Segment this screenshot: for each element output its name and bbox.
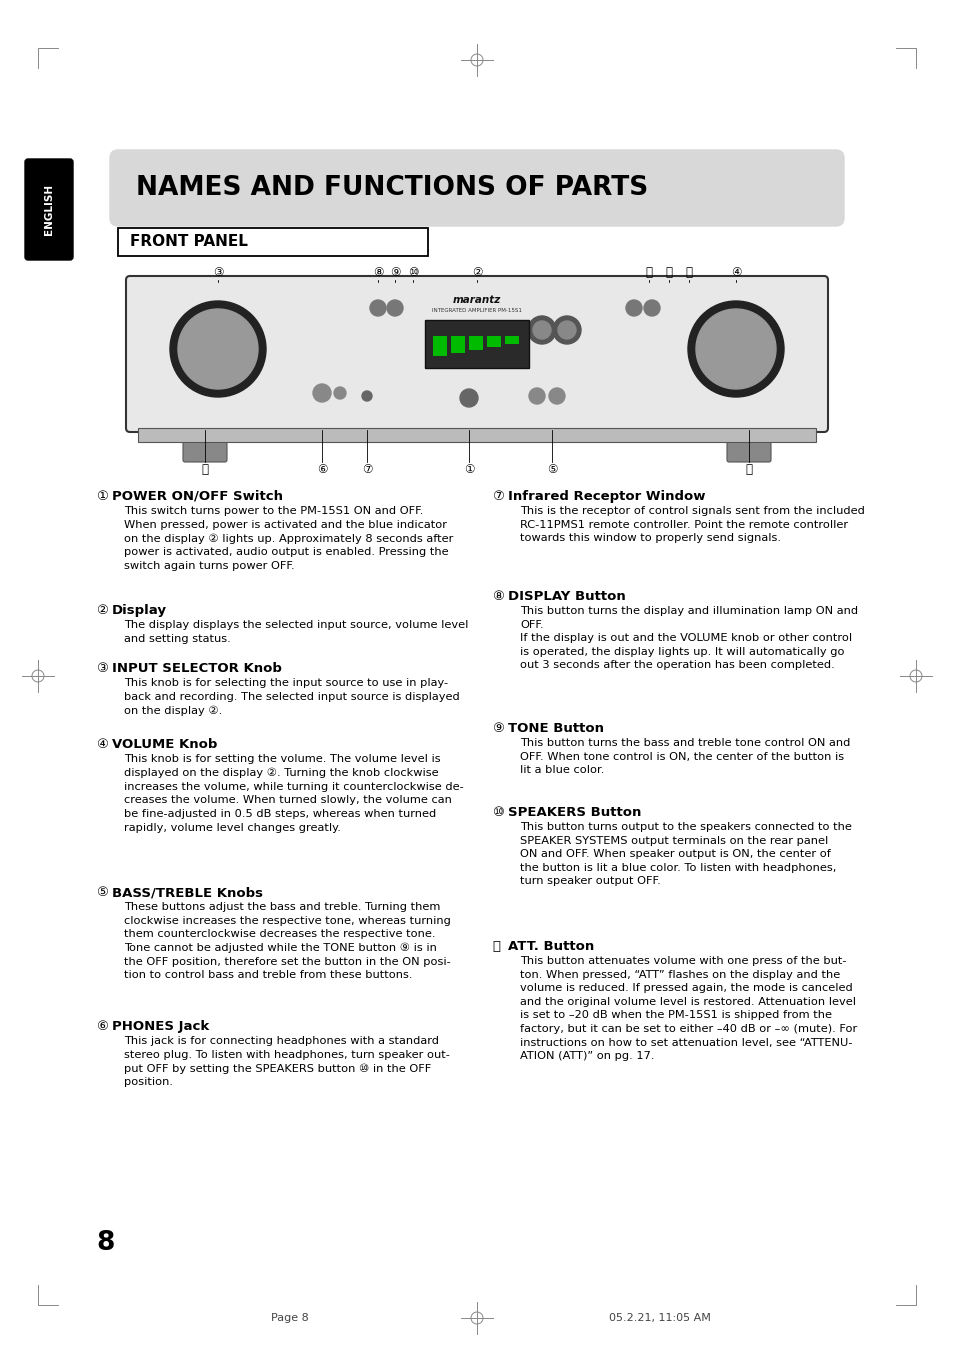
- Circle shape: [625, 300, 641, 317]
- Bar: [504, 336, 518, 344]
- Bar: [138, 428, 815, 442]
- Text: This button attenuates volume with one press of the but-
ton. When pressed, “ATT: This button attenuates volume with one p…: [519, 957, 857, 1061]
- Text: SPEAKERS Button: SPEAKERS Button: [507, 806, 640, 819]
- Circle shape: [210, 341, 226, 357]
- Text: ⑪: ⑪: [685, 265, 692, 279]
- Text: NAMES AND FUNCTIONS OF PARTS: NAMES AND FUNCTIONS OF PARTS: [136, 175, 648, 202]
- Text: INPUT SELECTOR Knob: INPUT SELECTOR Knob: [112, 662, 281, 675]
- Circle shape: [370, 300, 386, 317]
- Circle shape: [533, 321, 551, 340]
- Text: ⑦: ⑦: [361, 464, 372, 476]
- Circle shape: [334, 387, 346, 399]
- Bar: [433, 336, 447, 356]
- Circle shape: [170, 300, 266, 396]
- Circle shape: [190, 321, 246, 377]
- Text: Infrared Receptor Window: Infrared Receptor Window: [507, 490, 705, 503]
- Circle shape: [696, 308, 775, 390]
- Circle shape: [553, 317, 580, 344]
- FancyBboxPatch shape: [126, 276, 827, 432]
- Text: ⑧: ⑧: [492, 590, 503, 603]
- Text: ③: ③: [213, 265, 223, 279]
- Text: 05.2.21, 11:05 AM: 05.2.21, 11:05 AM: [608, 1312, 710, 1323]
- Text: POWER ON/OFF Switch: POWER ON/OFF Switch: [112, 490, 283, 503]
- Circle shape: [529, 388, 544, 405]
- Text: This knob is for setting the volume. The volume level is
displayed on the displa: This knob is for setting the volume. The…: [124, 754, 463, 832]
- Circle shape: [727, 341, 743, 357]
- Text: ⑩: ⑩: [492, 806, 503, 819]
- Text: BASS/TREBLE Knobs: BASS/TREBLE Knobs: [112, 886, 263, 898]
- Bar: [424, 321, 529, 368]
- Text: DISPLAY Button: DISPLAY Button: [507, 590, 625, 603]
- Circle shape: [459, 390, 477, 407]
- Text: ⑪: ⑪: [492, 940, 499, 953]
- Text: PHONES Jack: PHONES Jack: [112, 1020, 209, 1032]
- Text: ⑭: ⑭: [201, 464, 209, 476]
- Bar: [118, 229, 428, 256]
- Text: ⑨: ⑨: [390, 265, 400, 279]
- Circle shape: [687, 300, 783, 396]
- Text: Display: Display: [112, 603, 167, 617]
- Text: This button turns output to the speakers connected to the
SPEAKER SYSTEMS output: This button turns output to the speakers…: [519, 823, 851, 886]
- Text: ⑫: ⑫: [665, 265, 672, 279]
- Text: ⑨: ⑨: [492, 723, 503, 735]
- Text: ⑤: ⑤: [96, 886, 108, 898]
- Text: These buttons adjust the bass and treble. Turning them
clockwise increases the r: These buttons adjust the bass and treble…: [124, 902, 451, 981]
- Circle shape: [707, 321, 763, 377]
- Text: This is the receptor of control signals sent from the included
RC-11PMS1 remote : This is the receptor of control signals …: [519, 506, 864, 543]
- FancyBboxPatch shape: [726, 442, 770, 461]
- Text: ⑥: ⑥: [316, 464, 327, 476]
- Text: ①: ①: [96, 490, 108, 503]
- FancyBboxPatch shape: [183, 442, 227, 461]
- Text: ⑤: ⑤: [546, 464, 557, 476]
- Text: ②: ②: [471, 265, 482, 279]
- Text: VOLUME Knob: VOLUME Knob: [112, 737, 217, 751]
- Text: ①: ①: [463, 464, 474, 476]
- Text: The display displays the selected input source, volume level
and setting status.: The display displays the selected input …: [124, 620, 468, 644]
- Text: ⑧: ⑧: [373, 265, 383, 279]
- Text: INTEGRATED AMPLIFIER PM-15S1: INTEGRATED AMPLIFIER PM-15S1: [432, 307, 521, 313]
- Circle shape: [387, 300, 402, 317]
- Circle shape: [558, 321, 576, 340]
- Text: This knob is for selecting the input source to use in play-
back and recording. : This knob is for selecting the input sou…: [124, 678, 459, 716]
- Text: ②: ②: [96, 603, 108, 617]
- Text: TONE Button: TONE Button: [507, 723, 603, 735]
- Bar: [486, 336, 500, 346]
- Bar: [469, 336, 482, 350]
- Text: ⑩: ⑩: [407, 265, 417, 279]
- Text: 8: 8: [96, 1230, 114, 1256]
- Circle shape: [548, 388, 564, 405]
- Text: FRONT PANEL: FRONT PANEL: [130, 234, 248, 249]
- Text: ④: ④: [96, 737, 108, 751]
- Text: ENGLISH: ENGLISH: [44, 184, 54, 235]
- Circle shape: [527, 317, 556, 344]
- Circle shape: [313, 384, 331, 402]
- FancyBboxPatch shape: [110, 150, 843, 226]
- Text: ④: ④: [730, 265, 740, 279]
- Text: This jack is for connecting headphones with a standard
stereo plug. To listen wi: This jack is for connecting headphones w…: [124, 1036, 450, 1088]
- Text: ③: ③: [96, 662, 108, 675]
- Text: ⑦: ⑦: [492, 490, 503, 503]
- Text: This switch turns power to the PM-15S1 ON and OFF.
When pressed, power is activa: This switch turns power to the PM-15S1 O…: [124, 506, 453, 571]
- Text: marantz: marantz: [453, 295, 500, 304]
- Text: Page 8: Page 8: [271, 1312, 309, 1323]
- Text: ATT. Button: ATT. Button: [507, 940, 594, 953]
- Text: ⑥: ⑥: [96, 1020, 108, 1032]
- Circle shape: [643, 300, 659, 317]
- Circle shape: [361, 391, 372, 400]
- Text: This button turns the display and illumination lamp ON and
OFF.
If the display i: This button turns the display and illumi…: [519, 606, 858, 670]
- Bar: [451, 336, 464, 353]
- FancyBboxPatch shape: [25, 160, 73, 260]
- Text: ⑬: ⑬: [645, 265, 652, 279]
- Text: This button turns the bass and treble tone control ON and
OFF. When tone control: This button turns the bass and treble to…: [519, 737, 849, 775]
- Circle shape: [178, 308, 257, 390]
- Text: ⑭: ⑭: [744, 464, 752, 476]
